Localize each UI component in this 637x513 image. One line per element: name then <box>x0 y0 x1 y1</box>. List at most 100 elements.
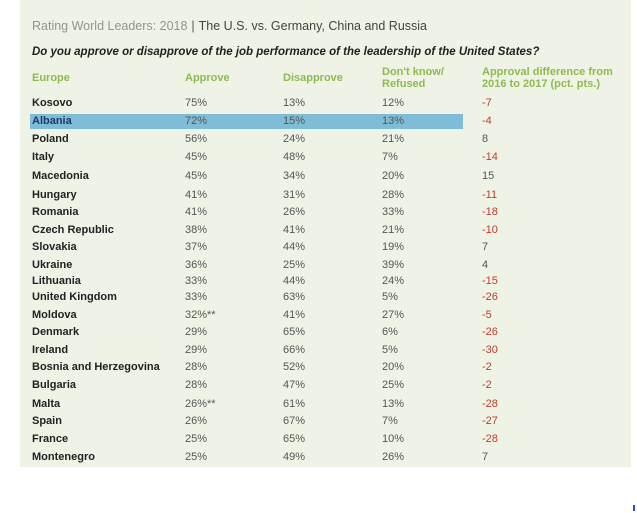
cell-disapprove: 66% <box>283 344 306 356</box>
table-row[interactable]: Lithuania 33% 44% 24% -15 <box>30 274 498 289</box>
cell-disapprove: 67% <box>283 415 306 427</box>
cell-dontknow: 24% <box>382 275 405 287</box>
cell-disapprove: 44% <box>283 275 306 287</box>
cell-country: Poland <box>32 133 69 145</box>
table-row[interactable]: Bulgaria 28% 47% 25% -2 <box>30 378 492 393</box>
cell-dontknow: 7% <box>382 151 398 163</box>
cell-disapprove: 34% <box>283 170 306 182</box>
cell-approve: 25% <box>185 451 208 463</box>
cell-dontknow: 21% <box>382 133 405 145</box>
cell-country: Slovakia <box>32 241 77 253</box>
cell-dontknow: 13% <box>382 398 405 410</box>
table-row[interactable]: Albania 72% 15% 13% -4 <box>30 114 492 129</box>
cell-dontknow: 5% <box>382 291 398 303</box>
cell-dontknow: 7% <box>382 415 398 427</box>
cell-approve: 36% <box>185 259 208 271</box>
cell-dontknow: 5% <box>382 344 398 356</box>
table-panel <box>20 0 631 467</box>
cell-disapprove: 25% <box>283 259 306 271</box>
cell-country: Malta <box>32 398 61 410</box>
table-row[interactable]: Montenegro 25% 49% 26% 7 <box>30 450 488 465</box>
cell-approve: 33% <box>185 275 208 287</box>
cell-disapprove: 41% <box>283 309 306 321</box>
cell-country: Bosnia and Herzegovina <box>32 361 160 373</box>
cell-approve: 41% <box>185 189 208 201</box>
cell-dontknow: 19% <box>382 241 405 253</box>
cell-disapprove: 65% <box>283 326 306 338</box>
table-row[interactable]: Slovakia 37% 44% 19% 7 <box>30 240 488 255</box>
cell-disapprove: 52% <box>283 361 306 373</box>
table-row[interactable]: Italy 45% 48% 7% -14 <box>30 150 498 165</box>
cell-dontknow: 39% <box>382 259 405 271</box>
table-row[interactable]: Ukraine 36% 25% 39% 4 <box>30 258 488 273</box>
table-row[interactable]: Macedonia 45% 34% 20% 15 <box>30 169 494 184</box>
table-row[interactable]: Moldova 32%** 41% 27% -5 <box>30 308 492 323</box>
cell-approval-diff: -2 <box>482 361 492 373</box>
cell-approval-diff: -15 <box>482 275 498 287</box>
table-row[interactable]: Romania 41% 26% 33% -18 <box>30 205 498 220</box>
cell-country: Macedonia <box>32 170 89 182</box>
cell-approve: 56% <box>185 133 208 145</box>
cell-country: France <box>32 433 69 445</box>
cell-approval-diff: 8 <box>482 133 489 145</box>
title-rest: The U.S. vs. Germany, China and Russia <box>198 19 428 33</box>
cell-country: Ireland <box>32 344 69 356</box>
table-row[interactable]: Bosnia and Herzegovina 28% 52% 20% -2 <box>30 360 492 375</box>
cell-disapprove: 47% <box>283 379 306 391</box>
cell-approval-diff: -4 <box>482 115 492 127</box>
cell-approval-diff: -11 <box>482 189 498 201</box>
page-title: Rating World Leaders: 2018 | The U.S. vs. … <box>32 19 427 33</box>
cell-approve: 33% <box>185 291 208 303</box>
cell-approve: 37% <box>185 241 208 253</box>
cell-approve: 28% <box>185 361 208 373</box>
cell-approve: 25% <box>185 433 208 445</box>
cell-approval-diff: 15 <box>482 170 495 182</box>
cell-approval-diff: -14 <box>482 151 498 163</box>
survey-question: Do you approve or disapprove of the job … <box>32 46 540 58</box>
cell-country: Albania <box>32 115 72 127</box>
cell-approval-diff: 7 <box>482 241 489 253</box>
table-row[interactable]: Denmark 29% 65% 6% -26 <box>30 325 498 340</box>
cell-disapprove: 24% <box>283 133 306 145</box>
cell-approval-diff: 4 <box>482 259 489 271</box>
cell-country: Montenegro <box>32 451 95 463</box>
cell-disapprove: 65% <box>283 433 306 445</box>
cell-dontknow: 10% <box>382 433 405 445</box>
cell-country: Moldova <box>32 309 77 321</box>
cell-approval-diff: -7 <box>482 97 492 109</box>
cell-country: Romania <box>32 206 79 218</box>
cell-disapprove: 26% <box>283 206 306 218</box>
table-row[interactable]: Kosovo 75% 13% 12% -7 <box>30 96 492 111</box>
header-dontknow-line2: Refused <box>382 78 426 90</box>
table-row[interactable]: Poland 56% 24% 21% 8 <box>30 132 488 147</box>
cell-dontknow: 13% <box>382 115 405 127</box>
table-row[interactable]: Czech Republic 38% 41% 21% -10 <box>30 223 498 238</box>
cell-approve: 26% <box>185 415 208 427</box>
cell-dontknow: 21% <box>382 224 405 236</box>
cell-approval-diff: -5 <box>482 309 492 321</box>
table-row[interactable]: Spain 26% 67% 7% -27 <box>30 414 498 429</box>
header-diff-line2: 2016 to 2017 (pct. pts.) <box>482 78 600 90</box>
table-row[interactable]: Ireland 29% 66% 5% -30 <box>30 343 498 358</box>
table-row[interactable]: Hungary 41% 31% 28% -11 <box>30 188 497 203</box>
header-dontknow: Don't know/ Refused <box>382 66 444 90</box>
cell-approval-diff: 7 <box>482 451 489 463</box>
cell-country: Hungary <box>32 189 77 201</box>
header-region: Europe <box>32 72 70 84</box>
text-cursor-icon <box>633 505 635 511</box>
cell-approval-diff: -10 <box>482 224 498 236</box>
cell-country: Denmark <box>32 326 80 338</box>
cell-disapprove: 48% <box>283 151 306 163</box>
cell-country: Italy <box>32 151 55 163</box>
cell-approve: 72% <box>185 115 208 127</box>
header-diff-line1: Approval difference from <box>482 66 613 78</box>
cell-disapprove: 13% <box>283 97 306 109</box>
table-row[interactable]: France 25% 65% 10% -28 <box>30 432 498 447</box>
title-separator: | <box>191 19 195 33</box>
cell-approve: 26%** <box>185 398 216 410</box>
table-row[interactable]: Malta 26%** 61% 13% -28 <box>30 397 498 412</box>
cell-approve: 75% <box>185 97 208 109</box>
table-row[interactable]: United Kingdom 33% 63% 5% -26 <box>30 290 498 305</box>
cell-approve: 28% <box>185 379 208 391</box>
cell-approval-diff: -28 <box>482 398 498 410</box>
